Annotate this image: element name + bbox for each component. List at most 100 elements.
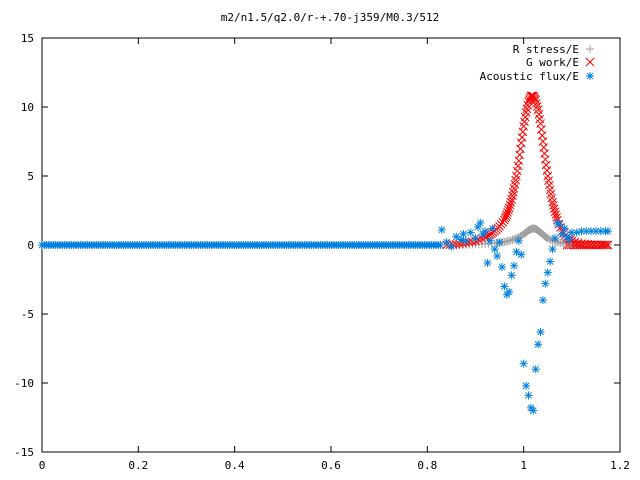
g-work-e-point	[586, 240, 596, 249]
acoustic-flux-e-point	[543, 268, 552, 277]
g-work-e-point	[507, 195, 516, 204]
y-tick-label: -10	[14, 377, 34, 390]
y-tick-label: 0	[27, 239, 34, 252]
x-tick-label: 0.4	[225, 459, 245, 472]
x-tick-label: 0	[39, 459, 46, 472]
r-stress-e-point	[506, 236, 515, 245]
g-work-e-point	[549, 201, 558, 210]
acoustic-flux-e-point	[447, 242, 456, 251]
acoustic-flux-e-point	[493, 252, 502, 261]
legend-marker	[586, 45, 594, 53]
acoustic-flux-e-point	[495, 238, 504, 247]
g-work-e-point	[503, 207, 512, 217]
g-work-e-point	[502, 210, 512, 219]
x-tick-label: 0.2	[128, 459, 148, 472]
x-tick-label: 0.6	[321, 459, 341, 472]
g-work-e-point	[550, 207, 560, 217]
acoustic-flux-e-point	[546, 257, 555, 266]
g-work-e-point	[532, 102, 542, 111]
acoustic-flux-e-point	[603, 227, 612, 236]
acoustic-flux-e-point	[490, 245, 499, 254]
x-tick-label: 1.2	[610, 459, 630, 472]
acoustic-flux-e-point	[471, 234, 480, 243]
acoustic-flux-e-point	[550, 234, 559, 243]
acoustic-flux-e-point	[572, 228, 581, 237]
y-tick-label: -15	[14, 446, 34, 459]
r-stress-e-point	[505, 236, 514, 245]
acoustic-flux-e-point	[510, 261, 519, 270]
acoustic-flux-e-point	[522, 381, 531, 390]
acoustic-flux-e-point	[459, 229, 468, 238]
x-tick-label: 1	[520, 459, 527, 472]
y-tick-label: 15	[21, 32, 34, 45]
y-tick-label: 10	[21, 101, 34, 114]
g-work-e-point	[508, 187, 518, 197]
g-work-e-point	[531, 95, 541, 105]
acoustic-flux-e-point	[500, 282, 509, 291]
series-1	[442, 91, 613, 250]
g-work-e-point	[603, 240, 613, 250]
acoustic-flux-e-point	[531, 365, 540, 374]
acoustic-flux-e-point	[461, 236, 470, 245]
acoustic-flux-e-point	[437, 225, 446, 234]
acoustic-flux-e-point	[565, 235, 574, 244]
acoustic-flux-e-point	[582, 227, 591, 236]
series-layer	[38, 91, 613, 415]
g-work-e-point	[548, 197, 557, 207]
acoustic-flux-e-point	[512, 247, 521, 256]
r-stress-e-point	[508, 235, 517, 244]
acoustic-flux-e-point	[517, 250, 526, 259]
g-work-e-point	[549, 204, 559, 214]
acoustic-flux-e-point	[534, 340, 543, 349]
g-work-e-point	[522, 104, 532, 114]
g-work-e-point	[505, 200, 515, 210]
legend-marker	[586, 72, 594, 80]
g-work-e-point	[601, 240, 610, 250]
acoustic-flux-e-point	[596, 227, 605, 236]
acoustic-flux-e-point	[485, 236, 494, 245]
g-work-e-point	[521, 108, 531, 117]
acoustic-flux-point	[436, 241, 445, 249]
g-work-e-point	[551, 210, 561, 219]
acoustic-flux-e-point	[483, 258, 492, 267]
g-work-e-point	[504, 203, 514, 213]
acoustic-flux-e-point	[519, 359, 528, 368]
acoustic-flux-zero-band	[38, 241, 445, 249]
acoustic-flux-e-point	[541, 279, 550, 288]
x-tick-label: 0.8	[417, 459, 437, 472]
r-stress-e-point	[543, 234, 552, 243]
g-work-e-point	[523, 100, 533, 110]
series-2	[437, 218, 612, 415]
acoustic-flux-e-point	[507, 271, 516, 280]
legend-label: Acoustic flux/E	[480, 70, 579, 83]
acoustic-flux-e-point	[514, 236, 523, 245]
acoustic-flux-e-point	[536, 327, 545, 336]
acoustic-flux-e-point	[529, 406, 538, 415]
g-work-e-point	[504, 205, 513, 215]
g-work-e-point	[532, 98, 541, 108]
y-tick-label: -5	[21, 308, 34, 321]
acoustic-flux-e-point	[560, 224, 569, 233]
acoustic-flux-e-point	[505, 287, 514, 296]
legend-label: R stress/E	[513, 43, 579, 56]
acoustic-flux-e-point	[466, 228, 475, 237]
acoustic-flux-e-point	[481, 227, 490, 236]
legend-label: G work/E	[526, 56, 579, 69]
acoustic-flux-e-point	[548, 245, 557, 254]
r-stress-e-point	[545, 235, 554, 244]
g-work-e-point	[552, 213, 561, 222]
g-work-e-point	[508, 191, 517, 201]
acoustic-flux-e-point	[488, 224, 497, 233]
r-stress-e-point	[542, 233, 551, 242]
axes-layer: 0 0.2 0.4 0.6 0.8 1 1.2 15 10 5 0 -5 -10 -15	[14, 32, 630, 472]
acoustic-flux-e-point	[524, 391, 533, 400]
g-work-e-point	[589, 240, 599, 250]
chart-title: m2/n1.5/q2.0/r-+.70-j359/M0.3/512	[221, 11, 440, 24]
acoustic-flux-e-point	[457, 235, 466, 244]
acoustic-flux-e-point	[538, 296, 547, 305]
y-tick-label: 5	[27, 170, 34, 183]
legend-marker	[585, 57, 595, 67]
